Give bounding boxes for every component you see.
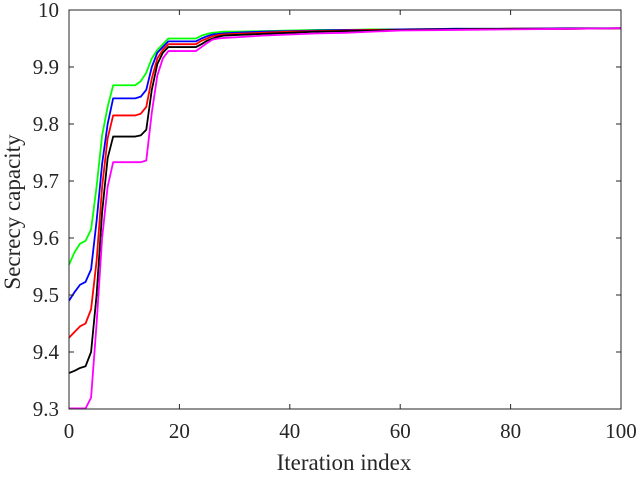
axes-box	[68, 9, 622, 410]
x-tick-label: 80	[500, 419, 521, 443]
x-tick-label: 0	[64, 419, 75, 443]
y-tick-label: 9.6	[33, 226, 59, 250]
y-tick-label: 9.5	[33, 283, 59, 307]
x-axis-label: Iteration index	[277, 450, 412, 474]
y-tick-label: 9.7	[33, 169, 59, 193]
y-tick-label: 9.3	[33, 397, 59, 421]
y-tick-label: 9.9	[33, 55, 59, 79]
x-tick-label: 100	[605, 419, 637, 443]
x-tick-label: 60	[390, 419, 411, 443]
series-line-4	[68, 27, 622, 374]
y-tick-label: 9.8	[33, 112, 59, 136]
plot-frame	[68, 9, 622, 410]
y-tick-label: 9.4	[33, 340, 60, 364]
series-layer	[68, 27, 622, 410]
series-line-2	[68, 27, 621, 302]
y-axis-label: Secrecy capacity	[0, 134, 25, 290]
x-tick-label: 40	[279, 419, 300, 443]
series-line-3	[68, 27, 622, 339]
axis-ticks: 0 20 40 60 80 100 9.3 9.4 9.5 9.6 9.7 9.8 9.9 10	[33, 0, 637, 443]
series-line-1	[68, 27, 621, 266]
series-line-5	[69, 27, 622, 410]
y-tick-label: 10	[38, 0, 59, 22]
x-tick-label: 20	[169, 419, 190, 443]
